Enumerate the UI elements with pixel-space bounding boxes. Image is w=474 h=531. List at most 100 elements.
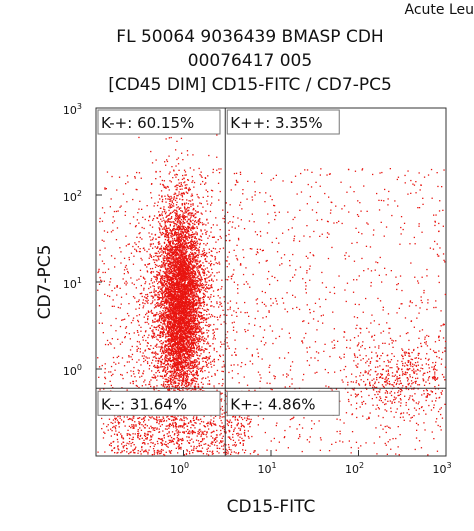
event-dot: [170, 332, 172, 335]
event-dot: [189, 270, 192, 272]
event-dot: [182, 362, 185, 364]
event-dot: [196, 233, 198, 235]
event-dot: [195, 265, 197, 267]
event-dot: [185, 378, 187, 380]
event-dot: [177, 228, 179, 231]
event-dot: [181, 339, 184, 341]
event-dot: [188, 290, 190, 292]
event-dot: [197, 315, 199, 317]
event-dot: [175, 264, 177, 266]
event-dot: [197, 270, 200, 272]
event-dot: [184, 365, 186, 368]
event-dot: [170, 323, 172, 326]
event-dot: [181, 188, 183, 190]
event-dot: [201, 250, 204, 252]
event-dot: [199, 367, 201, 369]
event-dot: [192, 334, 195, 336]
event-dot: [173, 227, 175, 229]
event-dot: [190, 229, 192, 231]
event-dot: [181, 306, 183, 308]
event-dot: [176, 378, 178, 380]
event-dot: [165, 290, 167, 293]
event-dot: [197, 260, 199, 262]
event-dot: [173, 309, 175, 311]
event-dot: [185, 279, 187, 281]
event-dot: [155, 276, 157, 278]
event-dot: [191, 276, 193, 278]
event-dot: [171, 359, 173, 361]
event-dot: [156, 320, 158, 322]
event-dot: [178, 208, 180, 210]
event-dot: [173, 419, 175, 422]
event-dot: [167, 366, 169, 368]
event-dot: [188, 289, 191, 291]
event-dot: [190, 301, 193, 303]
event-dot: [183, 249, 185, 251]
event-dot: [160, 364, 162, 366]
event-dot: [198, 253, 200, 255]
event-dot: [171, 307, 173, 309]
event-dot: [191, 365, 193, 367]
event-dot: [203, 357, 205, 359]
event-dot: [194, 320, 197, 322]
event-dot: [200, 316, 202, 318]
event-dot: [191, 212, 194, 214]
event-dot: [181, 350, 183, 352]
event-dot: [171, 330, 173, 332]
event-dot: [170, 298, 173, 300]
event-dot: [172, 338, 174, 340]
event-dot: [176, 252, 178, 254]
event-dot: [178, 255, 180, 257]
event-dot: [174, 253, 177, 255]
event-dot: [194, 386, 196, 388]
event-dot: [164, 295, 167, 297]
event-dot: [167, 315, 169, 317]
event-dot: [165, 359, 167, 361]
event-dot: [210, 263, 212, 266]
event-dot: [201, 282, 204, 285]
event-dot: [203, 309, 205, 311]
event-dot: [157, 246, 159, 248]
event-dot: [176, 316, 178, 318]
event-dot: [186, 330, 188, 333]
event-dot: [181, 271, 183, 273]
event-dot: [191, 330, 193, 332]
event-dot: [170, 294, 173, 297]
event-dot: [161, 287, 163, 289]
event-dot: [160, 322, 162, 324]
event-dot: [183, 301, 186, 303]
event-dot: [184, 273, 187, 275]
event-dot: [176, 273, 178, 275]
event-dot: [191, 246, 193, 248]
event-dot: [157, 287, 160, 290]
event-dot: [172, 309, 174, 311]
event-dot: [181, 225, 183, 227]
event-dot: [162, 257, 164, 259]
event-dot: [189, 350, 191, 353]
event-dot: [179, 198, 181, 200]
event-dot: [181, 312, 183, 314]
event-dot: [176, 249, 178, 252]
event-dot: [162, 277, 164, 279]
event-dot: [192, 227, 194, 229]
event-dot: [171, 262, 173, 264]
event-dot: [191, 383, 193, 385]
event-dot: [180, 286, 182, 288]
event-dot: [164, 340, 166, 342]
event-dot: [175, 165, 177, 167]
event-dot: [181, 322, 183, 324]
event-dot: [188, 388, 190, 390]
event-dot: [168, 317, 170, 319]
event-dot: [178, 227, 180, 229]
event-dot: [186, 244, 188, 246]
event-dot: [190, 330, 192, 333]
event-dot: [183, 324, 185, 326]
event-dot: [178, 326, 181, 328]
event-dot: [171, 275, 173, 277]
event-dot: [188, 367, 190, 369]
event-dot: [184, 292, 186, 295]
event-dot: [173, 320, 175, 322]
event-dot: [180, 358, 182, 361]
event-dot: [180, 292, 182, 294]
event-dot: [184, 385, 187, 388]
